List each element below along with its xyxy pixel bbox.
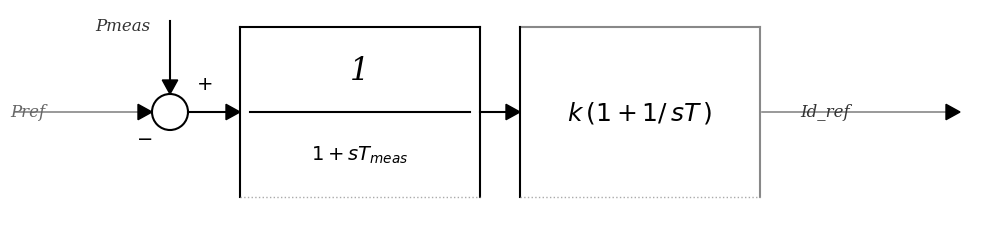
- Text: $k\,(1 + 1/\,sT\,)$: $k\,(1 + 1/\,sT\,)$: [567, 99, 713, 126]
- Bar: [240, 28, 480, 197]
- Text: 1: 1: [350, 56, 370, 87]
- Bar: [520, 28, 760, 197]
- Text: +: +: [197, 75, 213, 94]
- Polygon shape: [162, 81, 178, 94]
- Polygon shape: [506, 105, 520, 120]
- Text: Pref: Pref: [10, 104, 45, 121]
- Polygon shape: [946, 105, 960, 120]
- Polygon shape: [226, 105, 240, 120]
- Text: −: −: [137, 130, 153, 149]
- Text: Id_ref: Id_ref: [800, 104, 850, 121]
- Text: $1 + sT_{meas}$: $1 + sT_{meas}$: [311, 144, 409, 165]
- Text: Pmeas: Pmeas: [95, 18, 150, 35]
- Polygon shape: [138, 105, 152, 120]
